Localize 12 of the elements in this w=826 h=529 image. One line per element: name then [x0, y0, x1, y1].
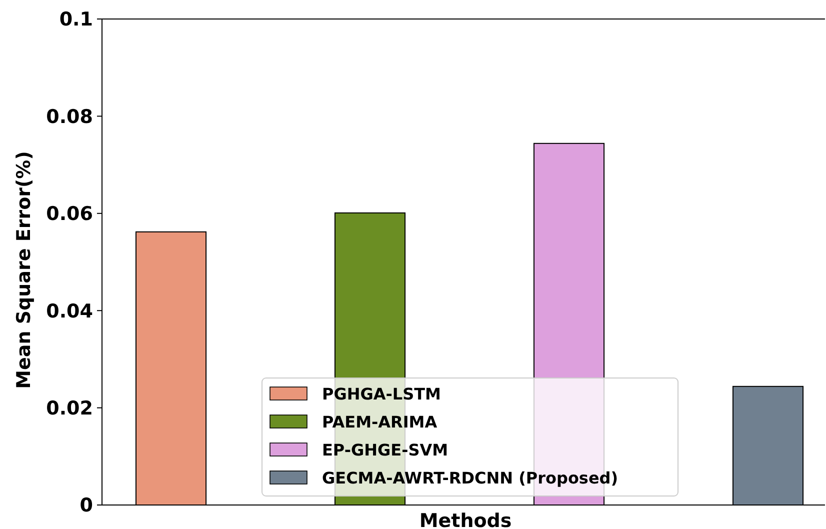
y-tick-label: 0.1 — [59, 8, 93, 31]
y-tick-label: 0.06 — [46, 203, 93, 226]
y-tick-label: 0.04 — [46, 300, 93, 322]
y-tick-label: 0 — [80, 494, 93, 517]
legend-label: EP-GHGE-SVM — [322, 440, 448, 460]
legend-label: GECMA-AWRT-RDCNN (Proposed) — [322, 468, 618, 488]
y-tick-label: 0.02 — [46, 397, 93, 420]
x-axis-title: Methods — [419, 510, 512, 529]
y-tick-label: 0.08 — [46, 106, 93, 128]
legend-label: PGHGA-LSTM — [322, 384, 441, 404]
y-axis-title: Mean Square Error(%) — [13, 151, 35, 389]
legend-label: PAEM-ARIMA — [322, 412, 438, 432]
